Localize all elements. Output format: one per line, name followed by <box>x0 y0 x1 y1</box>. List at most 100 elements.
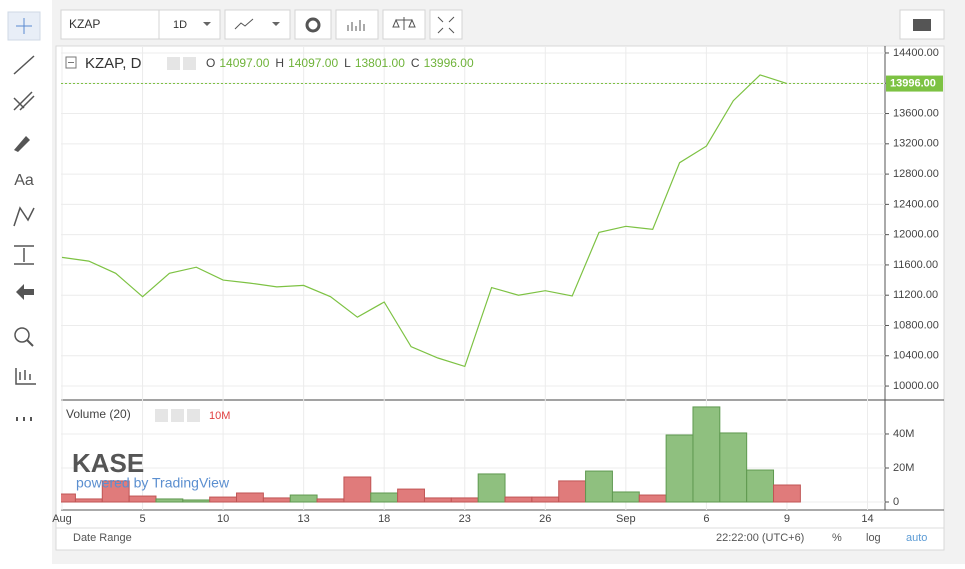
eye-button[interactable] <box>167 57 180 70</box>
zoom-tool[interactable] <box>14 327 30 343</box>
volume-bar <box>531 496 560 503</box>
left-toolbar <box>0 0 52 564</box>
chart-frame <box>55 45 945 551</box>
volume-bar <box>74 498 103 503</box>
volume-value: 10M <box>209 410 230 422</box>
x-tick-label: 13 <box>298 513 310 525</box>
y-tick-label: 10000.00 <box>893 380 939 392</box>
series-title: KZAP, D <box>85 55 142 72</box>
price-line <box>61 74 788 368</box>
x-tick-label: 9 <box>784 513 790 525</box>
auto-toggle[interactable]: auto <box>906 532 927 544</box>
y-tick-label: 20M <box>893 462 914 474</box>
crosshair-icon <box>16 18 32 34</box>
volume-bar <box>397 488 425 503</box>
date-range[interactable]: Date Range <box>73 532 132 544</box>
text-tool[interactable]: Aa <box>14 172 34 189</box>
plot <box>61 406 801 503</box>
ohlc-value: 14097.00 <box>219 56 269 70</box>
volume-bar <box>61 493 76 503</box>
symbol: KZAP <box>69 17 100 31</box>
logo: KASE <box>72 448 144 478</box>
volume-bar <box>370 492 399 503</box>
x-tick-label: Aug <box>52 513 72 525</box>
interval-box[interactable] <box>158 9 221 40</box>
x-tick-label: 5 <box>139 513 145 525</box>
measure-tool[interactable] <box>14 245 34 265</box>
volume-bar <box>423 497 452 503</box>
close-small[interactable] <box>187 409 200 422</box>
volume-bar <box>504 496 533 503</box>
volume-bar <box>128 495 157 503</box>
y-tick-label: 11600.00 <box>893 259 938 271</box>
x-tick-label: 26 <box>539 513 551 525</box>
bars-tool[interactable] <box>15 368 36 385</box>
volume-bar <box>289 494 318 503</box>
last-price-box <box>886 75 943 92</box>
plot <box>61 74 788 368</box>
settings-button[interactable] <box>294 9 332 40</box>
y-tick-label: 11200.00 <box>893 289 938 301</box>
percent-toggle[interactable]: % <box>832 532 842 544</box>
tagline: powered by TradingView <box>76 475 230 491</box>
eye-button[interactable] <box>155 409 168 422</box>
volume-bar <box>638 494 667 503</box>
y-tick-label: 12800.00 <box>893 168 939 180</box>
volume-bar <box>692 406 721 503</box>
indicators-button[interactable] <box>335 9 379 40</box>
volume-title: Volume (20) <box>66 407 131 421</box>
x-tick-label: 23 <box>459 513 471 525</box>
settings-small[interactable] <box>183 57 196 70</box>
ohlc-value: 13996.00 <box>424 56 474 70</box>
fib-tool[interactable] <box>13 91 35 111</box>
ohlc-value: 13801.00 <box>355 56 405 70</box>
fullscreen-icon <box>437 16 455 34</box>
style-arrow <box>272 22 280 26</box>
ohlc-value: 14097.00 <box>288 56 338 70</box>
volume-bar <box>665 434 694 503</box>
volume-bar <box>450 497 479 503</box>
pattern-tool[interactable] <box>13 206 35 227</box>
interval: 1D <box>173 19 187 31</box>
y-tick-label: 13200.00 <box>893 138 939 150</box>
log-toggle[interactable]: log <box>866 532 881 544</box>
y-tick-label: 10400.00 <box>893 350 939 362</box>
volume-bar <box>236 492 264 503</box>
volume-bar <box>611 491 640 503</box>
y-tick-label: 12000.00 <box>893 229 939 241</box>
settings-small[interactable] <box>171 409 184 422</box>
compare-icon <box>392 17 416 30</box>
x-tick-label: 6 <box>703 513 709 525</box>
indicators-icon <box>347 20 365 31</box>
fullscreen-button[interactable] <box>429 9 463 40</box>
volume-bar <box>101 480 130 503</box>
interval-arrow <box>203 22 211 26</box>
chart-style-box[interactable] <box>224 9 291 40</box>
x-tick-label: Sep <box>616 513 636 525</box>
collapse-box[interactable] <box>65 56 77 69</box>
volume-bar <box>155 498 184 503</box>
symbol-box[interactable] <box>60 9 160 40</box>
clock: 22:22:00 (UTC+6) <box>716 532 804 544</box>
x-tick-label: 10 <box>217 513 229 525</box>
brush-tool[interactable] <box>14 136 30 152</box>
volume-bar <box>746 469 775 503</box>
y-tick-label: 40M <box>893 428 914 440</box>
zoom-handle <box>26 339 34 347</box>
volume-bar <box>316 498 345 503</box>
y-tick-label: 12400.00 <box>893 198 939 210</box>
volume-bar <box>773 484 801 503</box>
ohlc-key: C <box>411 56 420 70</box>
camera-icon <box>913 19 931 31</box>
last-price-label: 13996.00 <box>890 77 936 89</box>
y-tick-label: 13600.00 <box>893 107 939 119</box>
chart-style-icon <box>234 18 254 30</box>
y-tick-label: 14400.00 <box>893 47 939 59</box>
volume-bar <box>182 499 211 503</box>
volume-bar <box>585 470 613 503</box>
remove-tool[interactable] <box>16 284 34 300</box>
trend-line-tool[interactable] <box>13 55 35 75</box>
volume-bar <box>477 473 506 503</box>
